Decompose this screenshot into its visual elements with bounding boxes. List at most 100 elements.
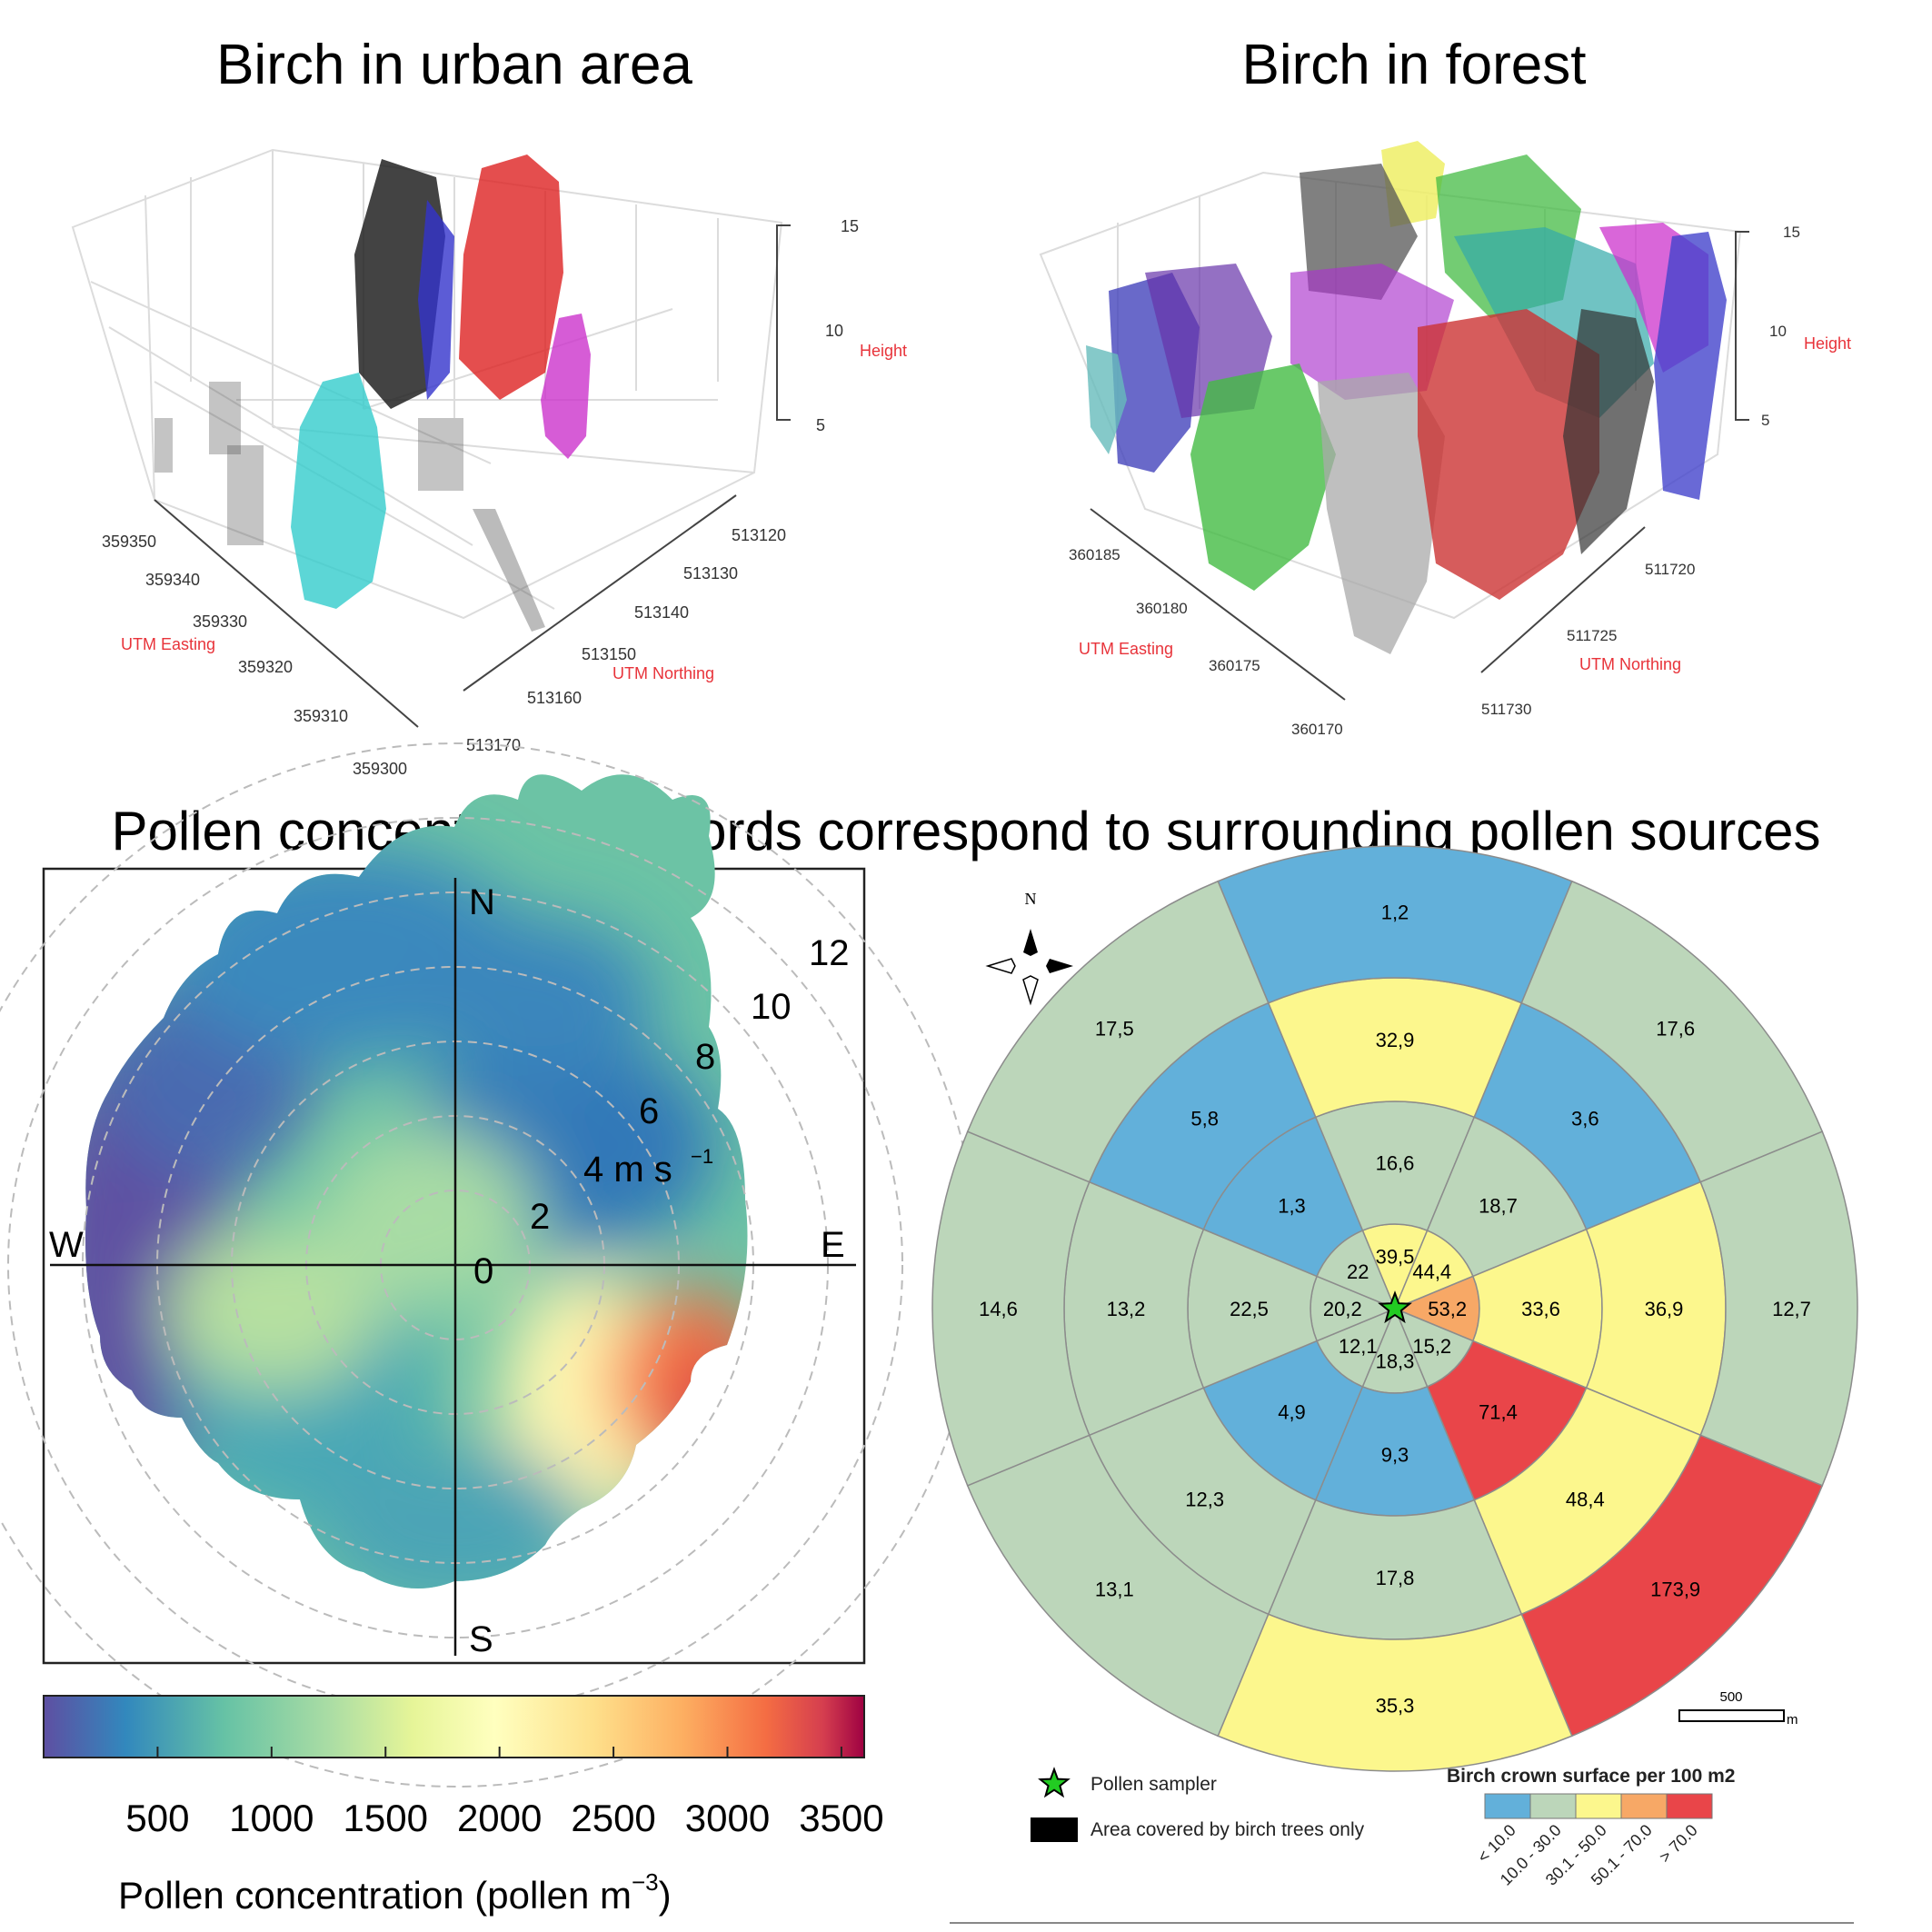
- sector-value: 18,7: [1479, 1195, 1518, 1218]
- sector-value: 44,4: [1412, 1260, 1451, 1283]
- sector-value: 36,9: [1645, 1298, 1684, 1320]
- sector-value: 173,9: [1650, 1578, 1700, 1601]
- legend-swatch: [1620, 1793, 1668, 1819]
- svg-text:513120: 513120: [732, 526, 786, 544]
- svg-text:8: 8: [695, 1037, 715, 1077]
- legend-title: Birch crown surface per 100 m2: [1447, 1766, 1735, 1787]
- legend-swatch: [1575, 1793, 1622, 1819]
- colorbar-tick-label: 2000: [457, 1797, 542, 1839]
- svg-text:359310: 359310: [294, 707, 348, 725]
- svg-text:−1: −1: [691, 1145, 713, 1168]
- polar-direction-labels: N S E W: [49, 882, 845, 1659]
- svg-text:15: 15: [1783, 224, 1800, 241]
- colorbar-tick-label: 1500: [344, 1797, 428, 1839]
- svg-text:0: 0: [473, 1251, 493, 1291]
- sector-value: 35,3: [1376, 1695, 1415, 1718]
- urban-height-label: Height: [860, 342, 907, 360]
- sector-value: 4,9: [1278, 1400, 1306, 1423]
- svg-text:S: S: [469, 1619, 493, 1659]
- forest-3d-plot: 360185 360180 360175 360170 UTM Easting …: [1039, 141, 1851, 738]
- sector-value: 9,3: [1381, 1444, 1409, 1467]
- sector-legend: Pollen sampler Area covered by birch tre…: [1031, 1766, 1735, 1889]
- forest-axes: [1090, 231, 1749, 701]
- sector-value: 3,6: [1571, 1108, 1599, 1130]
- colorbar: [43, 1695, 865, 1758]
- svg-text:360175: 360175: [1209, 657, 1260, 674]
- svg-text:359320: 359320: [238, 658, 293, 676]
- urban-point-clusters: [154, 382, 545, 632]
- sector-value: 39,5: [1376, 1245, 1415, 1268]
- title-forest: Birch in forest: [1241, 34, 1586, 96]
- svg-text:360170: 360170: [1291, 721, 1343, 738]
- svg-text:10: 10: [1769, 323, 1787, 340]
- colorbar-tick-label: 500: [125, 1797, 189, 1839]
- colorbar-ticks: [156, 1747, 842, 1758]
- svg-text:E: E: [821, 1225, 845, 1265]
- sector-value: 14,6: [979, 1298, 1018, 1320]
- svg-text:6: 6: [639, 1091, 659, 1131]
- legend-class-label: > 70.0: [1656, 1821, 1701, 1867]
- legend-area-label: Area covered by birch trees only: [1090, 1819, 1365, 1840]
- svg-text:359340: 359340: [145, 571, 200, 589]
- sector-values: 39,544,4 53,2 15,218,312,1 20,2 22 16,6 18,7 33…: [979, 901, 1811, 1718]
- svg-text:10: 10: [825, 322, 843, 340]
- svg-text:500: 500: [1719, 1689, 1742, 1705]
- svg-text:15: 15: [841, 217, 859, 235]
- urban-tree-hulls: [291, 154, 591, 609]
- svg-text:2: 2: [530, 1197, 550, 1237]
- forest-height-ticks: 15 10 5: [1761, 224, 1800, 429]
- scale-bar: 500 m: [1678, 1689, 1798, 1728]
- colorbar-tick-label: 2500: [571, 1797, 655, 1839]
- svg-text:513160: 513160: [527, 689, 582, 707]
- sector-value: 18,3: [1376, 1350, 1415, 1373]
- svg-text:W: W: [49, 1225, 84, 1265]
- sector-value: 32,9: [1376, 1029, 1415, 1051]
- sector-value: 13,1: [1095, 1578, 1134, 1601]
- sector-value: 1,3: [1278, 1195, 1306, 1218]
- legend-sampler-label: Pollen sampler: [1090, 1774, 1217, 1795]
- sector-value: 17,8: [1376, 1567, 1415, 1589]
- polar-speed-labels: 0 2 4 m s −1 6 8 10 12: [473, 933, 850, 1291]
- forest-tree-hulls: [1086, 141, 1727, 654]
- sector-value: 5,8: [1190, 1108, 1219, 1130]
- svg-text:513140: 513140: [634, 603, 689, 622]
- svg-text:360180: 360180: [1136, 600, 1188, 617]
- svg-text:12: 12: [809, 933, 850, 973]
- colorbar-tick-label: 3000: [685, 1797, 770, 1839]
- svg-text:5: 5: [1761, 412, 1769, 429]
- sector-value: 15,2: [1412, 1335, 1451, 1358]
- svg-text:511725: 511725: [1567, 627, 1617, 644]
- forest-northing-ticks: 511720 511725 511730: [1481, 561, 1695, 718]
- colorbar-tick-label: 1000: [229, 1797, 314, 1839]
- sector-value: 17,6: [1656, 1017, 1695, 1040]
- forest-northing-label: UTM Northing: [1579, 655, 1681, 673]
- svg-text:360185: 360185: [1069, 546, 1120, 563]
- legend-swatch: [1529, 1793, 1577, 1819]
- sector-value: 16,6: [1376, 1152, 1415, 1175]
- svg-text:511720: 511720: [1645, 561, 1695, 578]
- urban-height-ticks: 15 10 5: [816, 217, 859, 434]
- legend-star-icon: [1038, 1767, 1071, 1798]
- pollen-sampler-star-icon: [1378, 1290, 1412, 1324]
- sector-value: 12,7: [1772, 1298, 1811, 1320]
- colorbar-tick-label: 3500: [799, 1797, 883, 1839]
- svg-text:359330: 359330: [193, 612, 247, 631]
- svg-text:359350: 359350: [102, 533, 156, 551]
- sector-value: 13,2: [1107, 1298, 1146, 1320]
- title-urban: Birch in urban area: [216, 34, 692, 96]
- polar-plot: N S E W 0 2 4 m s −1 6 8 10 12 500 1000 15…: [0, 742, 978, 1917]
- svg-text:10: 10: [751, 987, 792, 1027]
- urban-northing-label: UTM Northing: [612, 664, 714, 682]
- compass-icon: N: [985, 890, 1073, 1006]
- urban-northing-ticks: 513120 513130 513140 513150 513160 51317…: [466, 526, 786, 754]
- legend-classes: < 10.010.0 - 30.030.1 - 50.050.1 - 70.0 >…: [1474, 1793, 1713, 1889]
- colorbar-label: Pollen concentration (pollen m−3): [118, 1868, 672, 1917]
- forest-easting-label: UTM Easting: [1079, 640, 1173, 658]
- sector-value: 48,4: [1566, 1488, 1605, 1510]
- svg-text:513130: 513130: [683, 564, 738, 583]
- colorbar-tick-labels: 500 1000 1500 2000 2500 3000 3500: [125, 1797, 883, 1839]
- legend-swatch: [1666, 1793, 1713, 1819]
- sector-value: 22: [1347, 1260, 1369, 1283]
- urban-3d-plot: 359350 359340 359330 359320 359310 35930…: [71, 148, 907, 778]
- sector-value: 1,2: [1381, 901, 1409, 924]
